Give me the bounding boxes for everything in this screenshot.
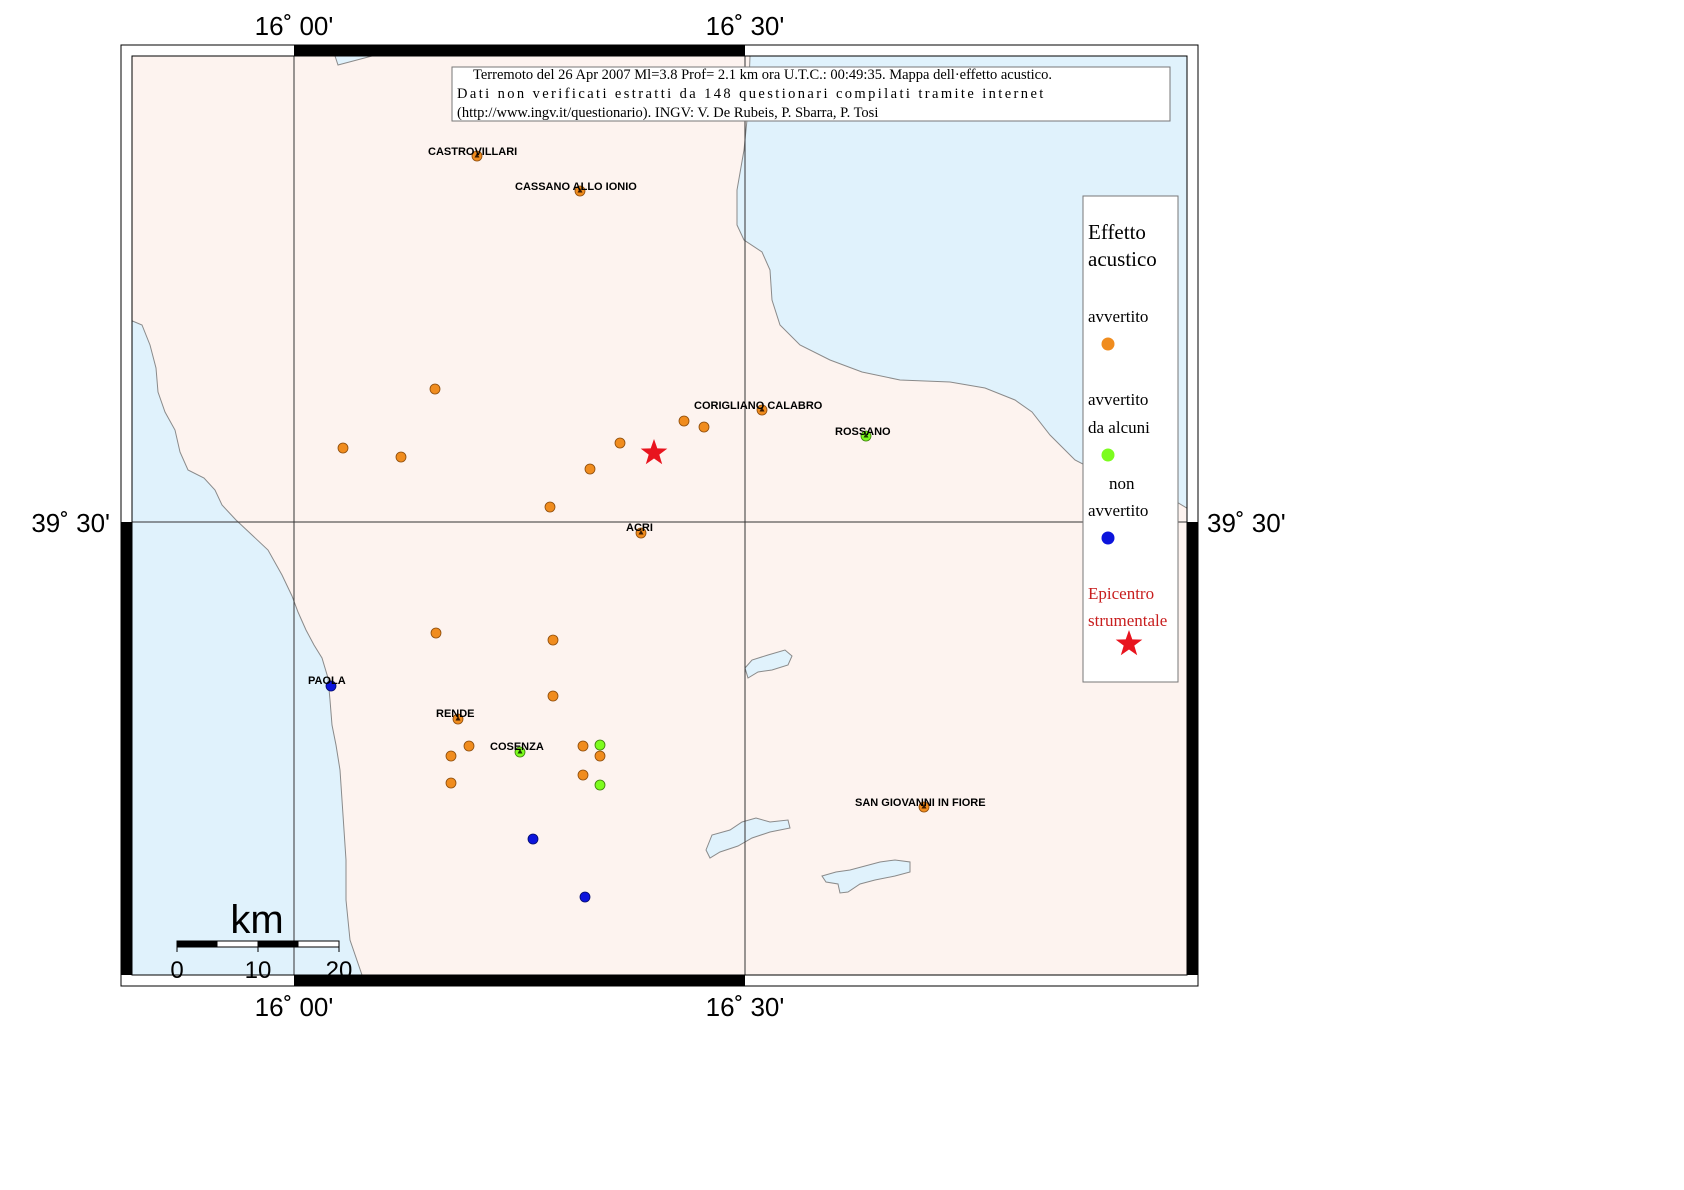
town-triangle-icon: [921, 804, 927, 809]
lake-3: [821, 859, 911, 894]
legend: Effetto acustico avvertito avvertito da …: [1082, 195, 1179, 683]
felt-by-some-point: [594, 779, 606, 791]
felt-point: [429, 383, 441, 395]
legend-some-swatch: [1101, 448, 1115, 462]
legend-felt-swatch: [1101, 337, 1115, 351]
scale-tick-label-20: 20: [326, 957, 353, 984]
town-triangle-icon: [638, 530, 644, 535]
felt-by-some-point: [594, 739, 606, 751]
place-label-acri: ACRI: [626, 522, 653, 534]
felt-point: [547, 634, 559, 646]
epicenter-star-icon: [640, 439, 668, 465]
place-label-corigliano: CORIGLIANO CALABRO: [694, 400, 823, 412]
legend-epicenter-label-2: strumentale: [1088, 611, 1167, 630]
map-area: [132, 56, 1187, 975]
legend-not-swatch: [1101, 531, 1115, 545]
scale-unit: km: [230, 898, 283, 942]
town-triangle-icon: [455, 716, 461, 721]
felt-point: [577, 769, 589, 781]
felt-point: [678, 415, 690, 427]
legend-title-1: Effetto: [1088, 220, 1146, 244]
legend-some-label-2: da alcuni: [1088, 418, 1150, 437]
felt-point: [614, 437, 626, 449]
scale-bar-segment: [177, 941, 218, 947]
header-line-2: Dati non verificati estratti da 148 ques…: [457, 86, 1046, 102]
header-box: [451, 66, 1171, 122]
town-triangle-icon: [759, 407, 765, 412]
place-label-cassano: CASSANO ALLO IONIO: [515, 181, 637, 193]
felt-point: [698, 421, 710, 433]
felt-point: [463, 740, 475, 752]
legend-box: [1082, 195, 1179, 683]
frame-segment-right: [1187, 522, 1198, 975]
frame-segment-bottom: [294, 975, 745, 986]
lon-label-bottom-left: 16˚ 00': [255, 992, 334, 1022]
lake-2: [705, 817, 791, 859]
scale-tick-label-10: 10: [245, 957, 272, 984]
legend-felt-label: avvertito: [1088, 307, 1148, 326]
lake-1: [744, 649, 793, 679]
town-triangle-icon: [577, 188, 583, 193]
felt-point: [577, 740, 589, 752]
felt-point: [544, 501, 556, 513]
coast-notch: [334, 56, 373, 66]
legend-title-2: acustico: [1088, 247, 1157, 271]
town-triangle-icon: [474, 153, 480, 158]
felt-point: [337, 442, 349, 454]
legend-some-label-1: avvertito: [1088, 390, 1148, 409]
legend-epicenter-label-1: Epicentro: [1088, 584, 1154, 603]
place-label-san-giovanni: SAN GIOVANNI IN FIORE: [855, 797, 986, 809]
place-label-rossano: ROSSANO: [835, 426, 891, 438]
tyrrhenian-sea: [132, 320, 363, 975]
lon-label-bottom-right: 16˚ 30': [706, 992, 785, 1022]
town-triangle-icon: [517, 749, 523, 754]
place-label-cosenza: COSENZA: [490, 741, 544, 753]
not-felt-point: [527, 833, 539, 845]
place-label-rende: RENDE: [436, 708, 475, 720]
scale-tick-label-0: 0: [170, 957, 183, 984]
felt-point: [430, 627, 442, 639]
scale-bar-segment: [258, 941, 299, 947]
frame-segment-top: [294, 45, 745, 56]
lat-label-right: 39˚ 30': [1207, 508, 1286, 538]
legend-not-label-2: avvertito: [1088, 501, 1148, 520]
lon-label-top-left: 16˚ 00': [255, 11, 334, 41]
town-triangle-icon: [863, 433, 869, 438]
place-label-castrovillari: CASTROVILLARI: [428, 146, 517, 158]
header-line-1: Terremoto del 26 Apr 2007 Ml=3.8 Prof= 2…: [473, 67, 1052, 83]
felt-point: [584, 463, 596, 475]
felt-point: [445, 750, 457, 762]
felt-point: [395, 451, 407, 463]
not-felt-point: [325, 680, 337, 692]
place-label-paola: PAOLA: [308, 675, 346, 687]
scale-bar: km 0 10 20: [170, 898, 352, 984]
felt-point: [594, 750, 606, 762]
legend-not-label-1: non: [1109, 474, 1135, 493]
not-felt-markers: [325, 680, 591, 903]
header-line-3: (http://www.ingv.it/questionario). INGV:…: [457, 105, 878, 121]
lat-label-left: 39˚ 30': [31, 508, 110, 538]
lon-label-top-right: 16˚ 30': [706, 11, 785, 41]
legend-epicenter-star-icon: [1115, 630, 1143, 656]
not-felt-point: [579, 891, 591, 903]
felt-point: [445, 777, 457, 789]
felt-point: [547, 690, 559, 702]
frame-segment-left: [121, 522, 132, 975]
